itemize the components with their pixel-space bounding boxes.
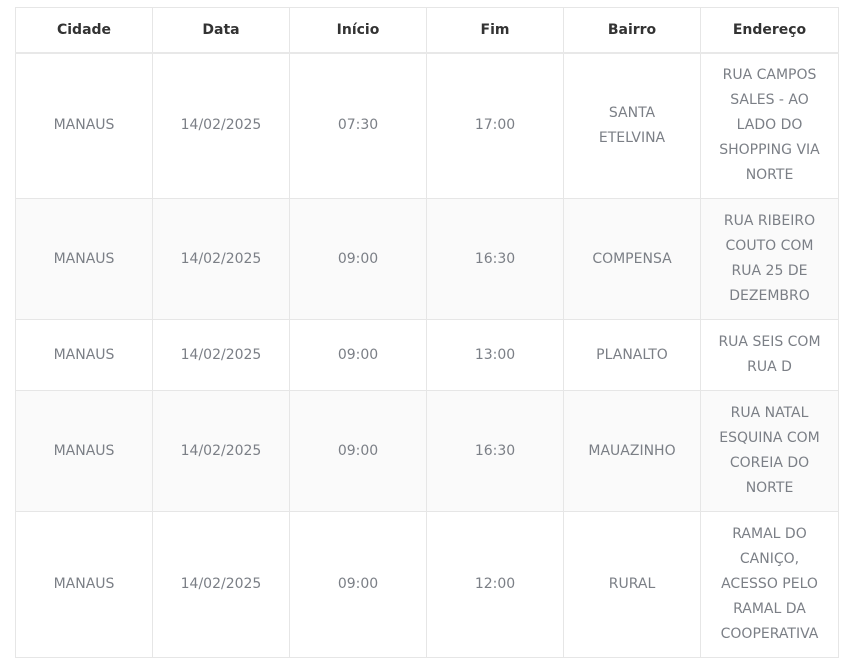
table-row: MANAUS 14/02/2025 09:00 13:00 PLANALTO RUA SE… (15, 319, 839, 391)
cell-cidade: MANAUS (15, 511, 153, 658)
cell-data: 14/02/2025 (152, 52, 290, 199)
cell-fim: 13:00 (426, 319, 564, 391)
cell-fim: 17:00 (426, 52, 564, 199)
cell-cidade: MANAUS (15, 198, 153, 320)
cell-inicio: 09:00 (289, 390, 427, 512)
cell-bairro: RURAL (563, 511, 701, 658)
cell-data: 14/02/2025 (152, 319, 290, 391)
cell-inicio: 09:00 (289, 319, 427, 391)
header-inicio: Início (289, 7, 427, 54)
table-row: MANAUS 14/02/2025 09:00 16:30 COMPENSA RUA RI… (15, 198, 839, 320)
cell-data: 14/02/2025 (152, 511, 290, 658)
cell-data: 14/02/2025 (152, 198, 290, 320)
cell-inicio: 09:00 (289, 198, 427, 320)
cell-endereco: RUA NATAL ESQUINA COM COREIA DO NORTE (700, 390, 839, 512)
cell-inicio: 07:30 (289, 52, 427, 199)
header-row: Cidade Data Início Fim Bairro Endereço (15, 7, 839, 54)
header-fim: Fim (426, 7, 564, 54)
cell-cidade: MANAUS (15, 390, 153, 512)
table-row: MANAUS 14/02/2025 07:30 17:00 SANTA ETELVINA… (15, 52, 839, 199)
table-row: MANAUS 14/02/2025 09:00 12:00 RURAL RAMAL DO … (15, 511, 839, 658)
cell-endereco: RUA RIBEIRO COUTO COM RUA 25 DE DEZEMBRO (700, 198, 839, 320)
cell-bairro: PLANALTO (563, 319, 701, 391)
header-bairro: Bairro (563, 7, 701, 54)
cell-cidade: MANAUS (15, 319, 153, 391)
cell-bairro: SANTA ETELVINA (563, 52, 701, 199)
cell-fim: 16:30 (426, 198, 564, 320)
header-endereco: Endereço (700, 7, 839, 54)
cell-cidade: MANAUS (15, 52, 153, 199)
cell-fim: 12:00 (426, 511, 564, 658)
cell-endereco: RUA SEIS COM RUA D (700, 319, 839, 391)
header-cidade: Cidade (15, 7, 153, 54)
schedule-table: Cidade Data Início Fim Bairro Endereço M… (15, 7, 839, 658)
cell-bairro: COMPENSA (563, 198, 701, 320)
cell-fim: 16:30 (426, 390, 564, 512)
cell-inicio: 09:00 (289, 511, 427, 658)
cell-data: 14/02/2025 (152, 390, 290, 512)
table-row: MANAUS 14/02/2025 09:00 16:30 MAUAZINHO RUA N… (15, 390, 839, 512)
cell-endereco: RUA CAMPOS SALES - AO LADO DO SHOPPING V… (700, 52, 839, 199)
header-data: Data (152, 7, 290, 54)
cell-bairro: MAUAZINHO (563, 390, 701, 512)
cell-endereco: RAMAL DO CANIÇO, ACESSO PELO RAMAL DA CO… (700, 511, 839, 658)
